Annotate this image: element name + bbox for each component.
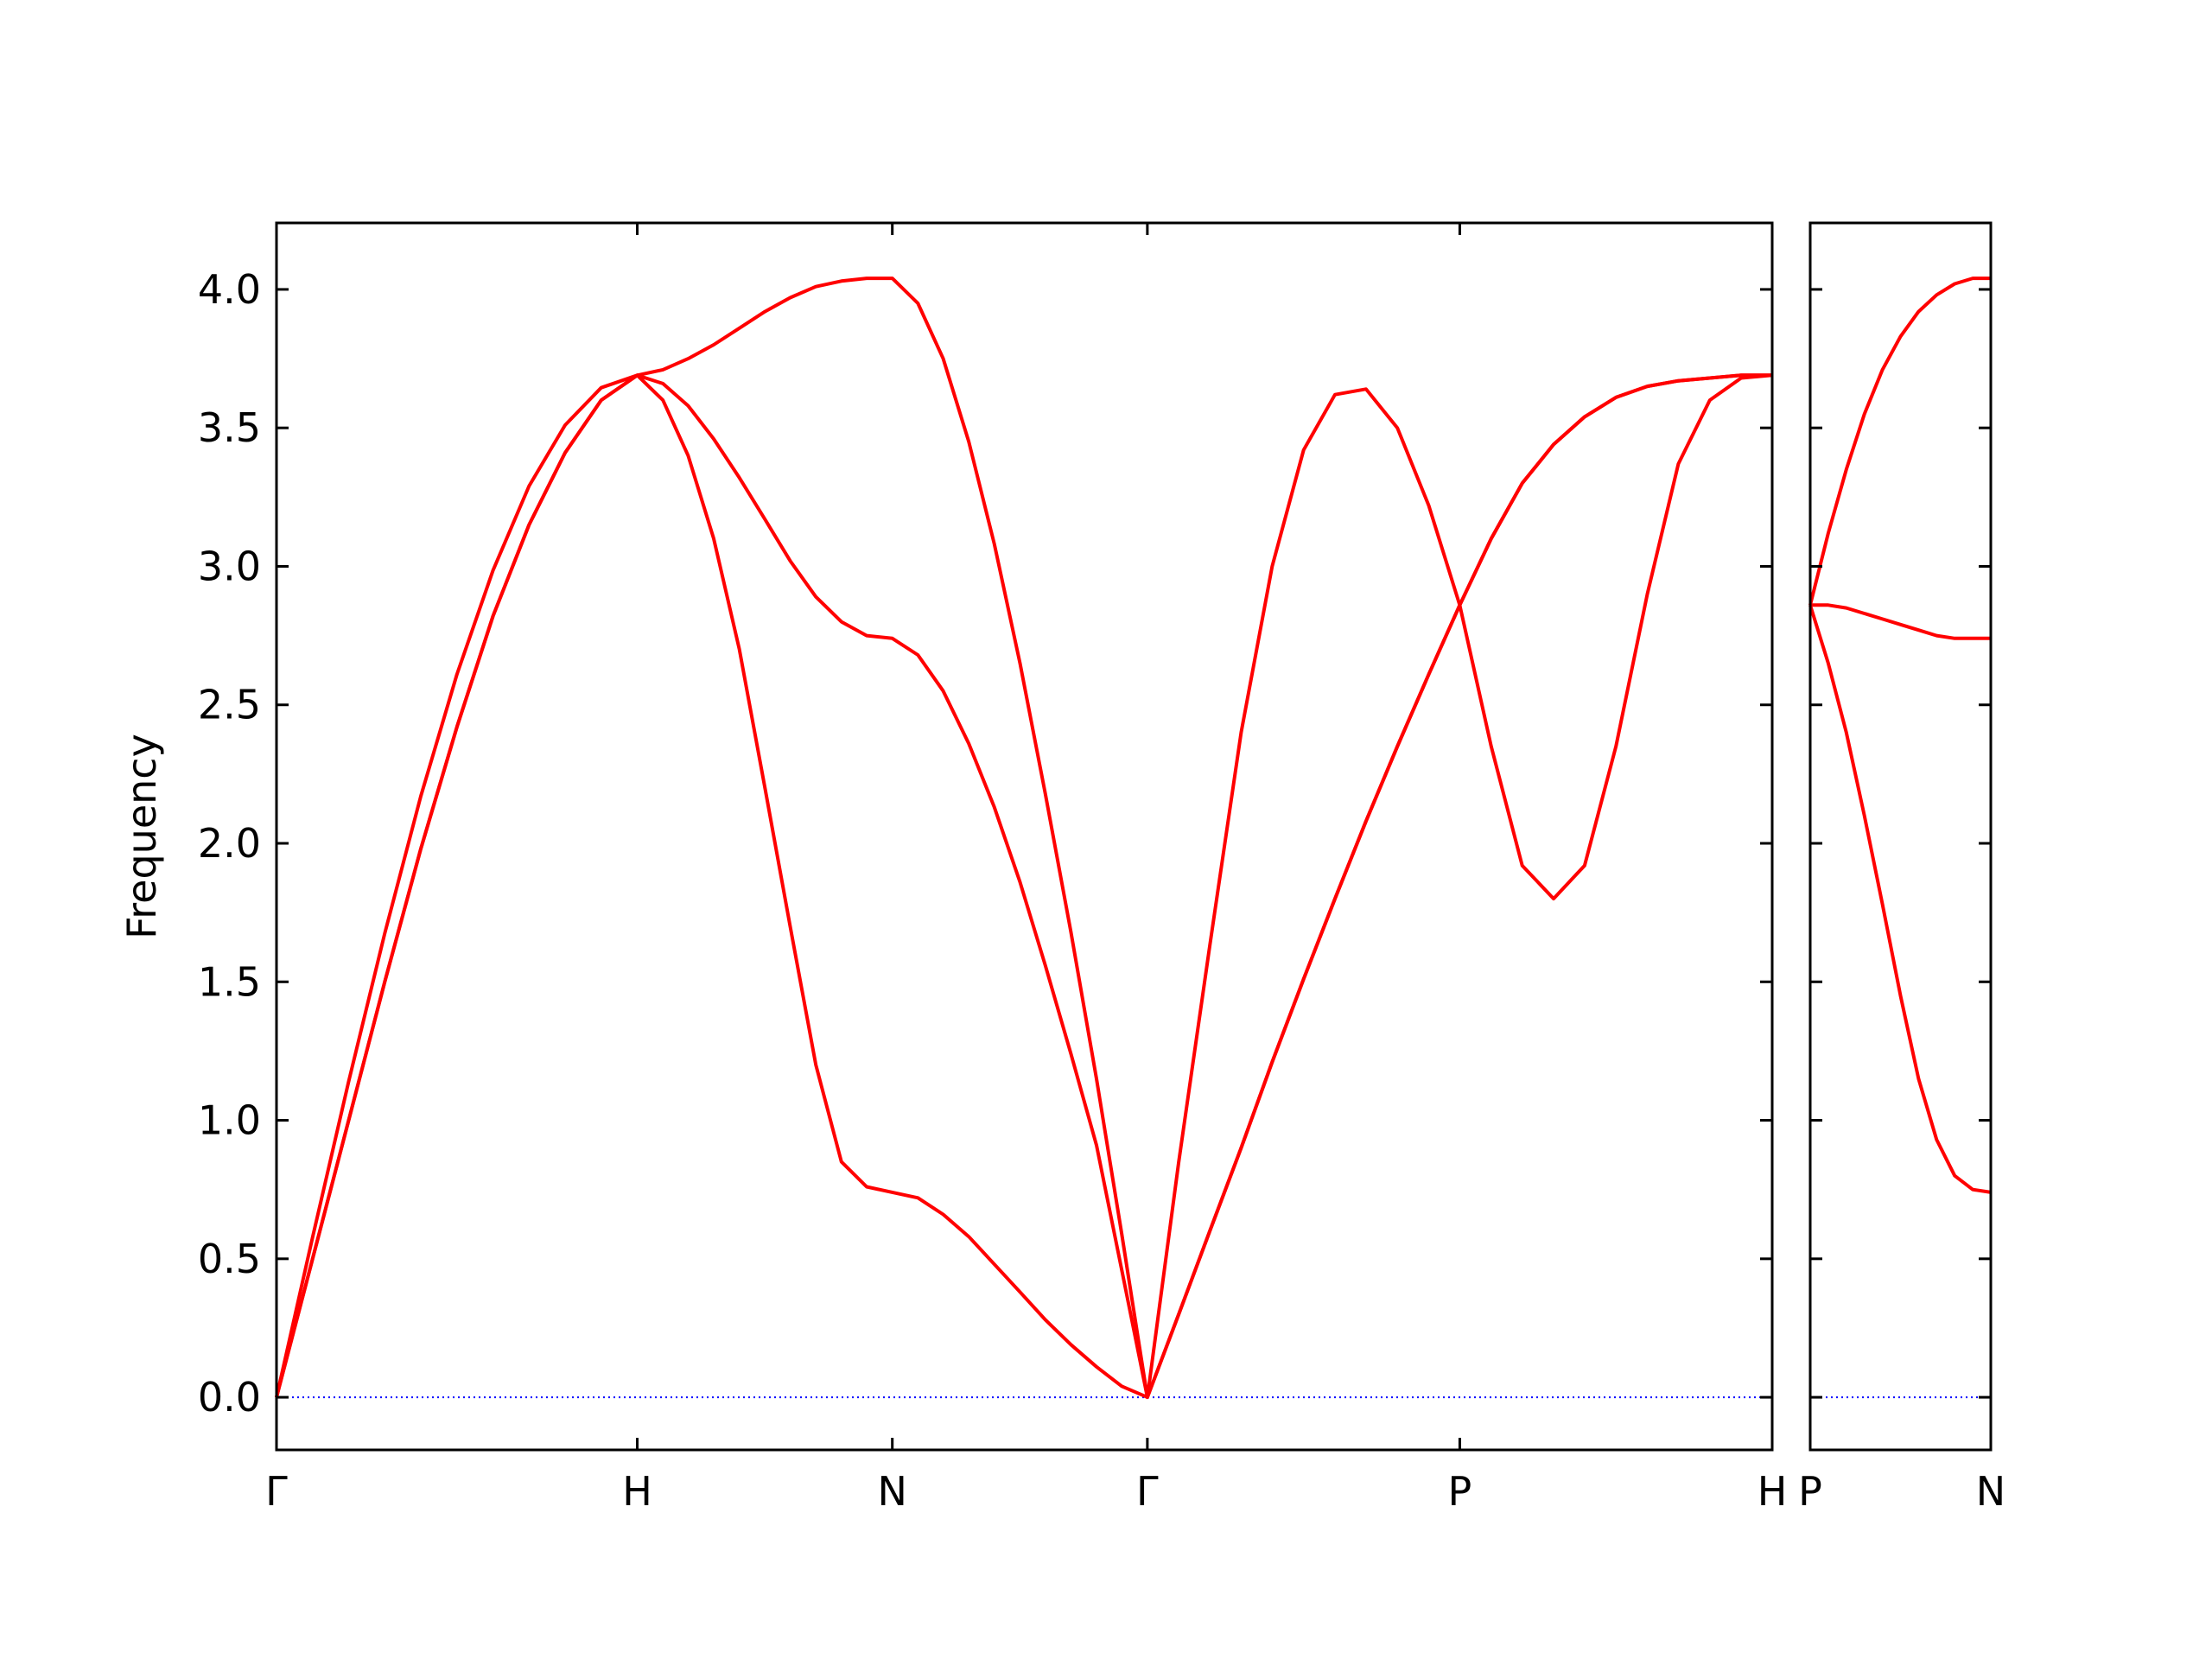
x-tick-label: N [877, 1468, 906, 1515]
band-line [1808, 276, 1991, 606]
y-tick-label: 2.0 [198, 820, 261, 867]
band-line [1808, 604, 1992, 1194]
y-tick-label: 3.5 [198, 404, 261, 451]
x-tick-label: N [1976, 1468, 2005, 1515]
x-tick-label: Γ [265, 1468, 288, 1515]
y-tick-label: 4.0 [198, 266, 261, 313]
y-tick-label: 2.5 [198, 682, 261, 728]
band-line [1810, 603, 1991, 640]
y-tick-label: 1.5 [198, 958, 261, 1005]
plot-frame [275, 221, 1774, 1452]
x-tick-label: H [1758, 1468, 1788, 1515]
y-axis-label: Frequency [118, 734, 165, 939]
x-tick-label: P [1798, 1468, 1822, 1515]
y-tick-label: 0.0 [198, 1374, 261, 1421]
band-line [275, 276, 1773, 1400]
x-tick-label: Γ [1136, 1468, 1159, 1515]
y-tick-label: 3.0 [198, 543, 261, 589]
x-tick-label: P [1448, 1468, 1472, 1515]
y-tick-label: 1.0 [198, 1097, 261, 1144]
y-tick-label: 0.5 [198, 1236, 261, 1282]
plot-frame [1808, 221, 1993, 1452]
x-tick-label: H [622, 1468, 652, 1515]
band-line [275, 373, 1772, 1400]
band-line [275, 373, 1772, 1400]
